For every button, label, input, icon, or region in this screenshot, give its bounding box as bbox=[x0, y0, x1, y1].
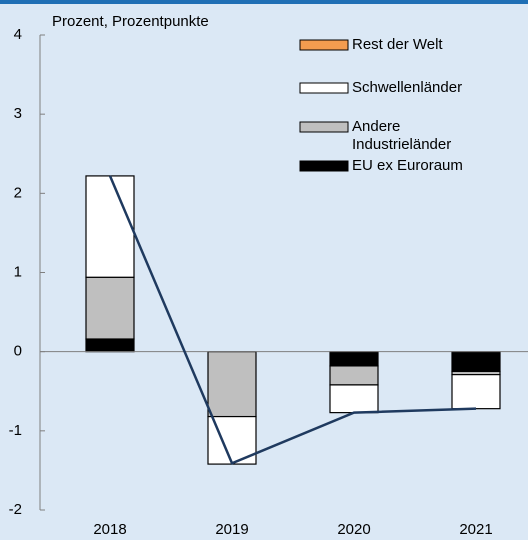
bar-segment bbox=[329, 365, 379, 386]
x-tick-label: 2019 bbox=[215, 521, 248, 538]
x-tick-label: 2018 bbox=[93, 521, 126, 538]
y-tick-label: -2 bbox=[9, 501, 22, 518]
legend-swatch bbox=[299, 39, 349, 51]
y-tick-label: 0 bbox=[14, 343, 22, 360]
legend-swatch bbox=[299, 160, 349, 172]
bar-segment bbox=[329, 384, 379, 414]
y-tick-label: 3 bbox=[14, 105, 22, 122]
bar-segment bbox=[329, 351, 379, 367]
header-strip bbox=[0, 0, 528, 4]
total-line bbox=[108, 175, 477, 465]
legend-swatch bbox=[299, 82, 349, 94]
y-tick-label: 2 bbox=[14, 184, 22, 201]
bar-segment bbox=[85, 276, 135, 340]
legend-label: Schwellenländer bbox=[352, 79, 463, 96]
y-axis-label: Prozent, Prozentpunkte bbox=[52, 13, 209, 30]
x-tick-label: 2020 bbox=[337, 521, 370, 538]
legend-swatch bbox=[299, 121, 349, 133]
y-tick-label: 4 bbox=[14, 26, 22, 43]
legend-label: Andere Industrieländer bbox=[352, 118, 452, 153]
y-tick-label: -1 bbox=[9, 422, 22, 439]
legend-label: EU ex Euroraum bbox=[352, 157, 463, 174]
bar-segment bbox=[207, 351, 257, 418]
bar-segment bbox=[85, 338, 135, 353]
bar-segment bbox=[85, 175, 135, 278]
legend-label: Rest der Welt bbox=[352, 36, 443, 53]
y-tick-label: 1 bbox=[14, 263, 22, 280]
bar-segment bbox=[451, 351, 501, 373]
x-tick-label: 2021 bbox=[459, 521, 492, 538]
bar-segment bbox=[451, 374, 501, 410]
